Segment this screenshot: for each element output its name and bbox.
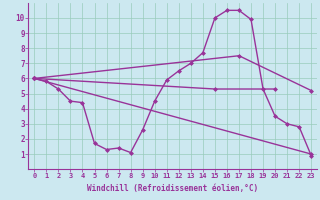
X-axis label: Windchill (Refroidissement éolien,°C): Windchill (Refroidissement éolien,°C)	[87, 184, 258, 193]
